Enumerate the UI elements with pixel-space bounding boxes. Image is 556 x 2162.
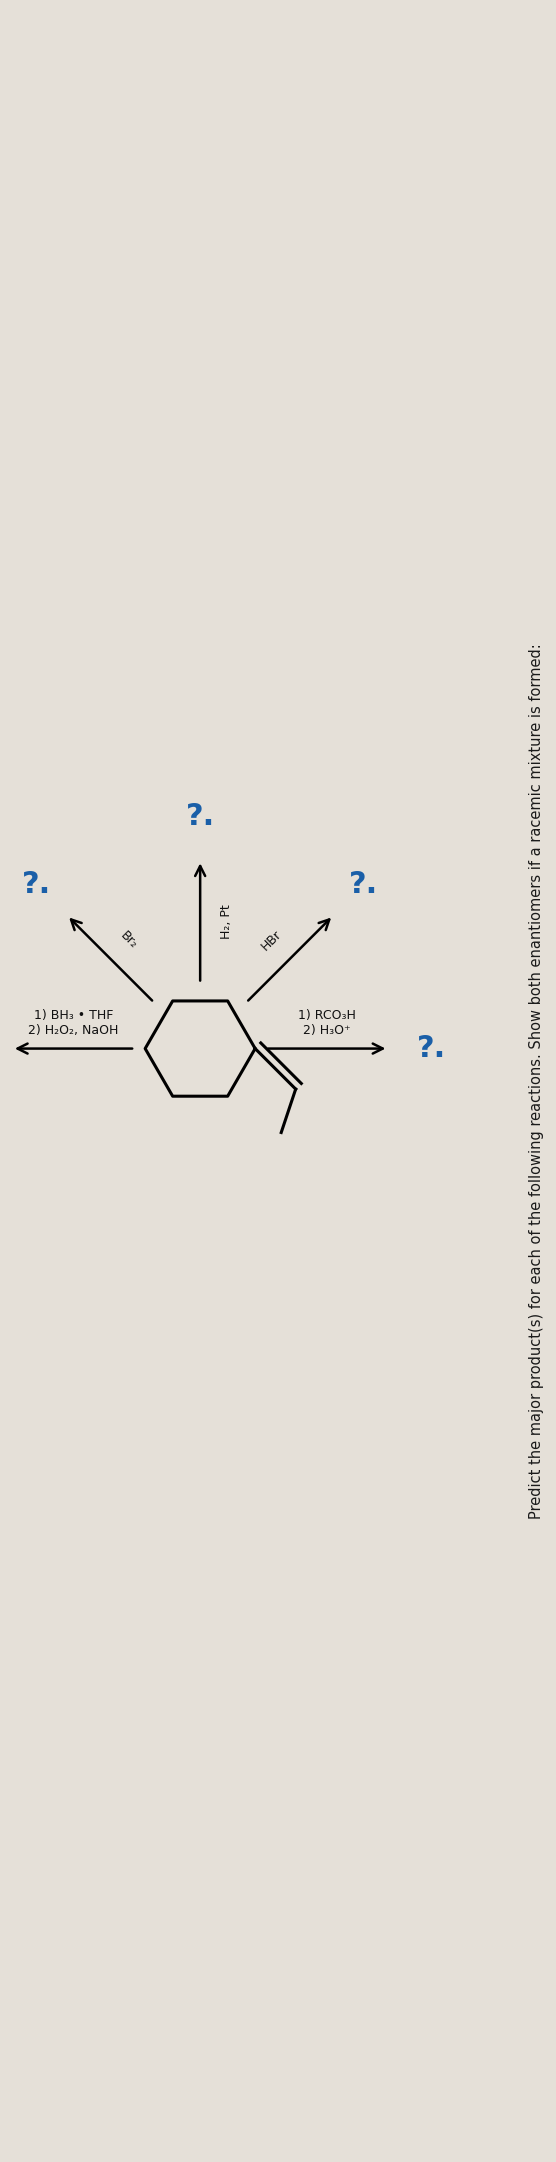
Text: Predict the major product(s) for each of the following reactions. Show both enan: Predict the major product(s) for each of… [529, 642, 544, 1520]
Text: ?.: ?. [22, 871, 51, 899]
Text: HBr: HBr [259, 927, 284, 953]
Text: 1) RCO₃H
2) H₃O⁺: 1) RCO₃H 2) H₃O⁺ [298, 1007, 356, 1036]
Text: ?.: ?. [186, 802, 215, 832]
Text: ?.: ?. [349, 871, 379, 899]
Text: ?.: ?. [417, 1033, 446, 1064]
Text: Br₂: Br₂ [118, 930, 140, 951]
Text: 1) BH₃ • THF
2) H₂O₂, NaOH: 1) BH₃ • THF 2) H₂O₂, NaOH [28, 1007, 118, 1036]
Text: H₂, Pt: H₂, Pt [220, 904, 233, 938]
